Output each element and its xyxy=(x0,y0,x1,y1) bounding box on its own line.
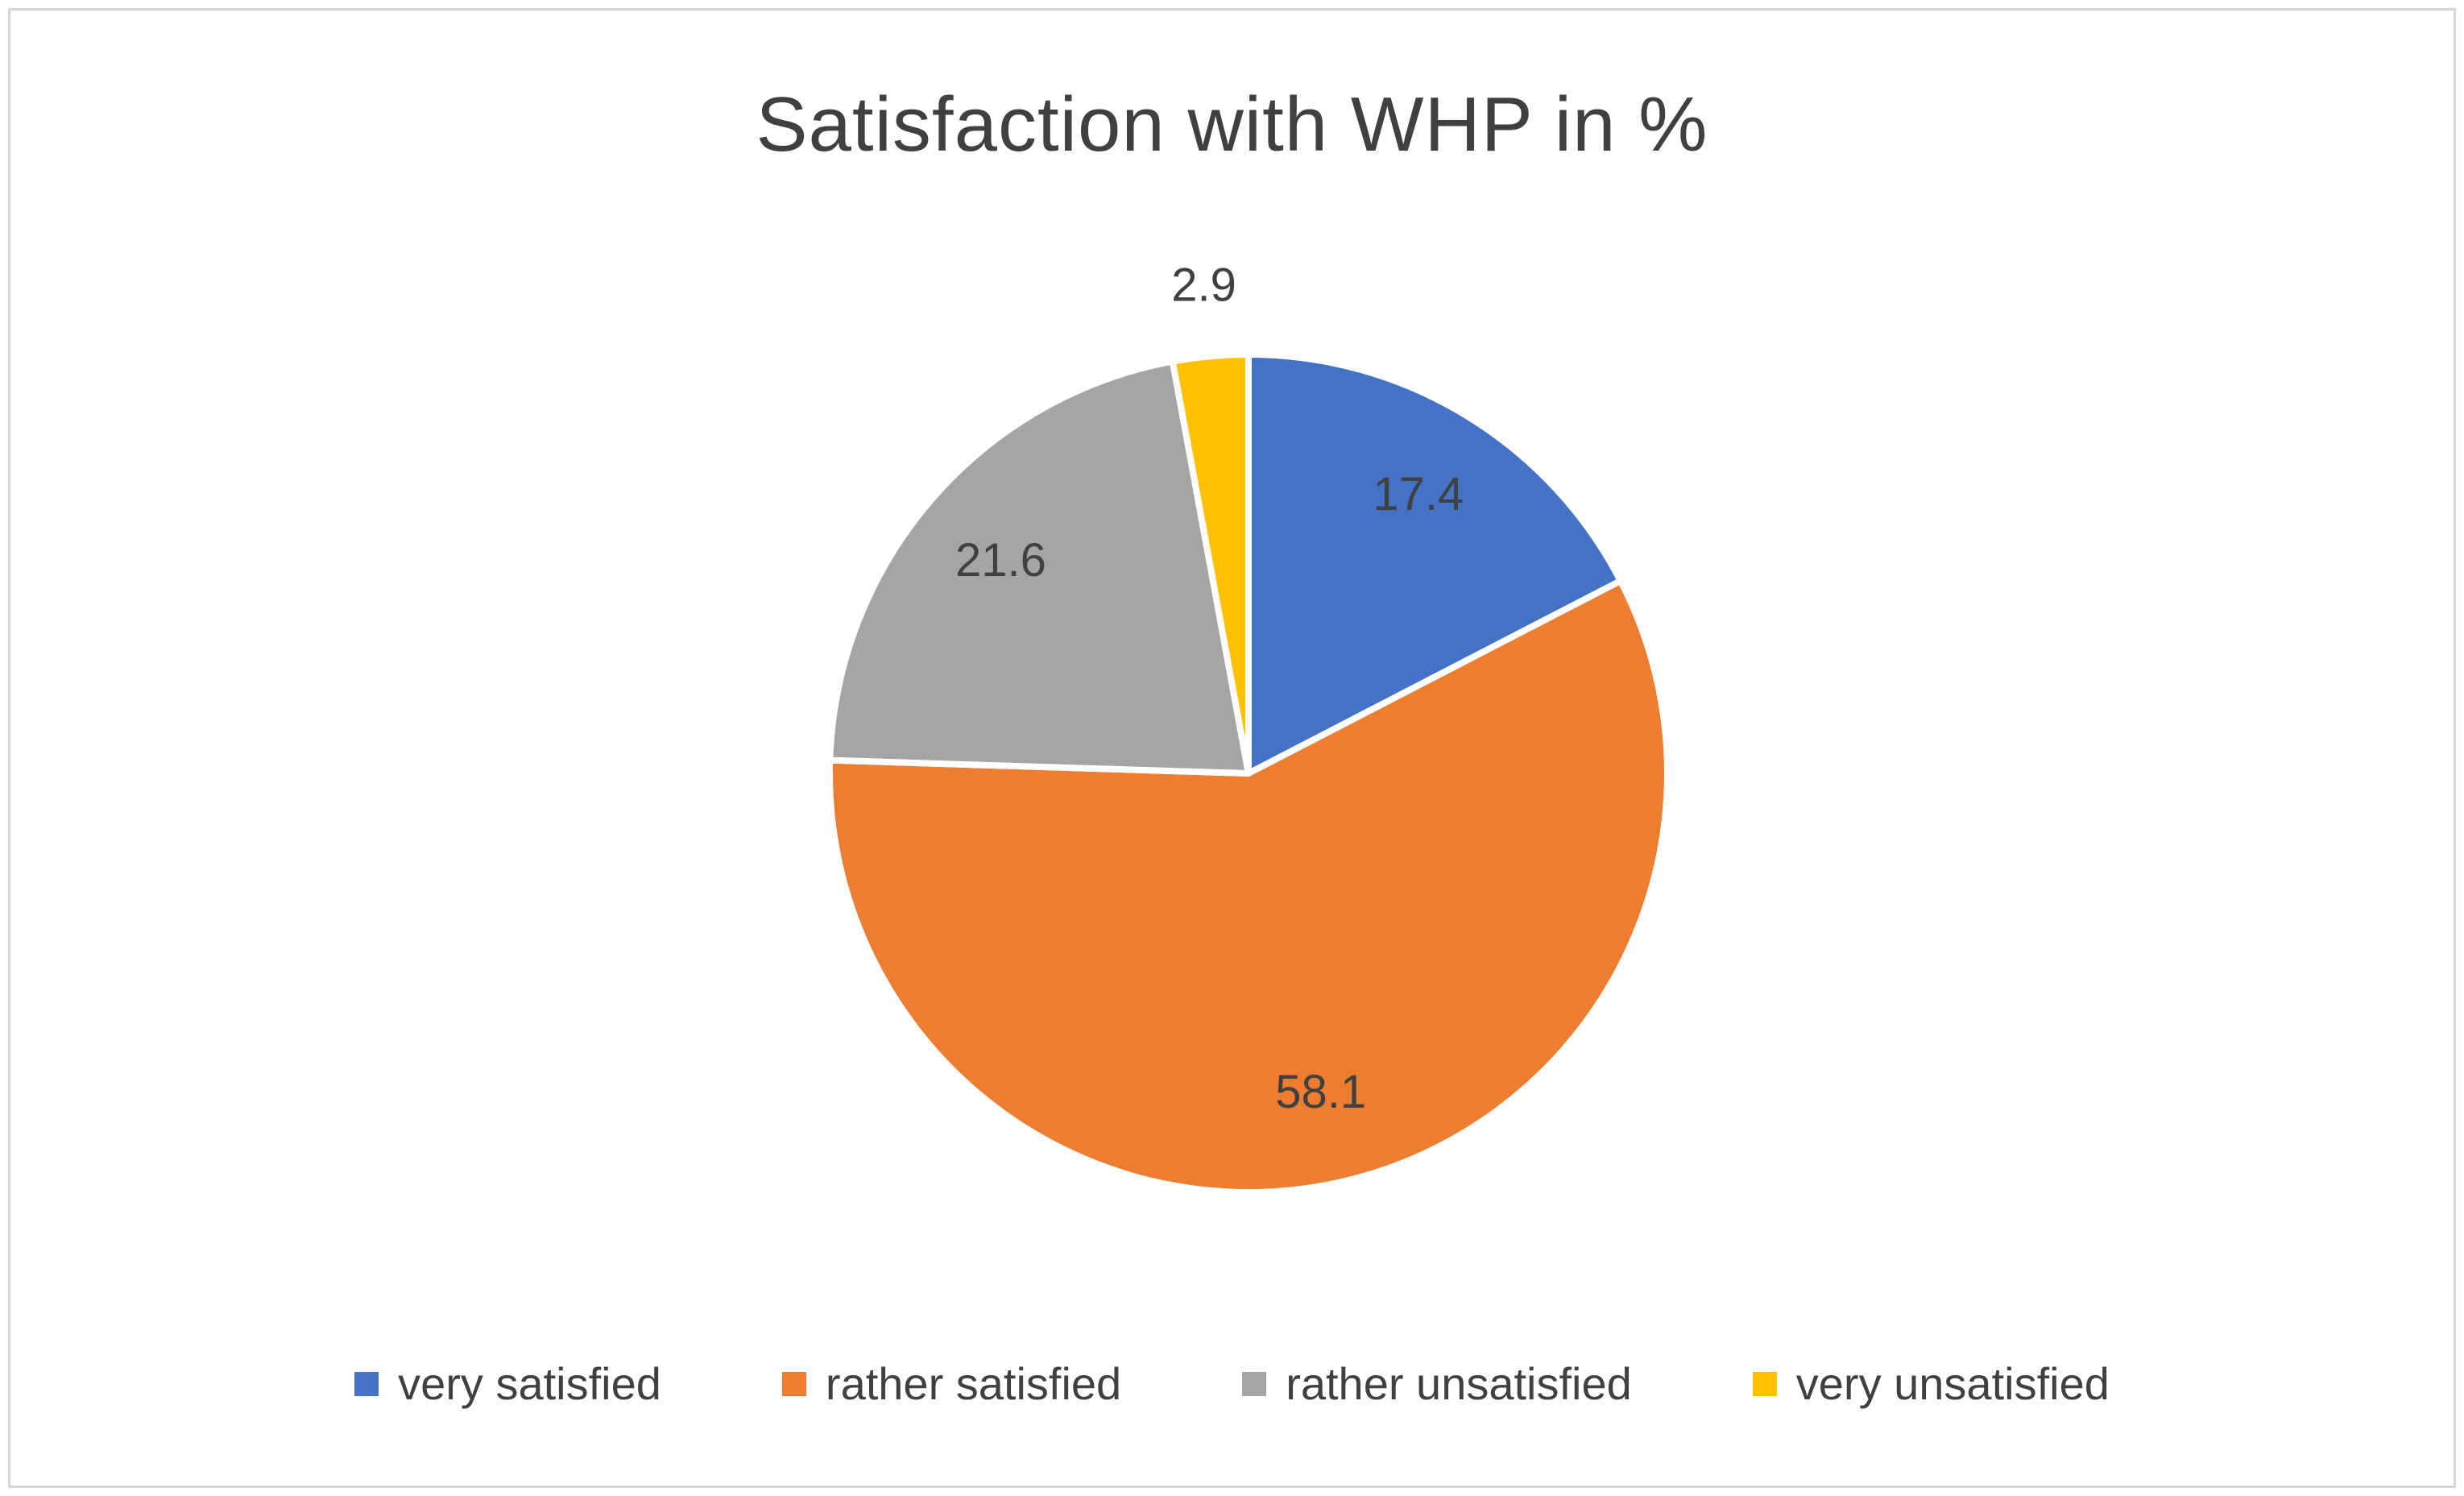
data-label: 58.1 xyxy=(1275,1066,1366,1118)
pie-slice-very-unsatisfied xyxy=(1169,351,1252,777)
legend-swatch-icon xyxy=(1752,1371,1777,1396)
pie-slice-very-satisfied xyxy=(1245,351,1624,777)
legend-item: very satisfied xyxy=(354,1357,661,1410)
legend-label: very unsatisfied xyxy=(1795,1358,2110,1409)
legend-item: rather satisfied xyxy=(781,1357,1122,1410)
legend: very satisfied rather satisfied rather uns… xyxy=(0,1357,2464,1410)
chart-title: Satisfaction with WHP in % xyxy=(756,81,1708,168)
pie-slice-rather-satisfied xyxy=(826,578,1671,1196)
data-label: 17.4 xyxy=(1373,468,1464,520)
legend-swatch-icon xyxy=(1242,1371,1267,1396)
legend-label: rather unsatisfied xyxy=(1286,1358,1632,1409)
legend-label: very satisfied xyxy=(398,1358,661,1409)
legend-label: rather satisfied xyxy=(825,1358,1122,1409)
legend-item: rather unsatisfied xyxy=(1242,1357,1632,1410)
data-label: 21.6 xyxy=(955,534,1046,586)
legend-swatch-icon xyxy=(354,1371,379,1396)
data-label: 2.9 xyxy=(1171,259,1236,312)
legend-item: very unsatisfied xyxy=(1752,1357,2110,1410)
legend-swatch-icon xyxy=(781,1371,806,1396)
pie-slice-rather-unsatisfied xyxy=(826,358,1252,777)
